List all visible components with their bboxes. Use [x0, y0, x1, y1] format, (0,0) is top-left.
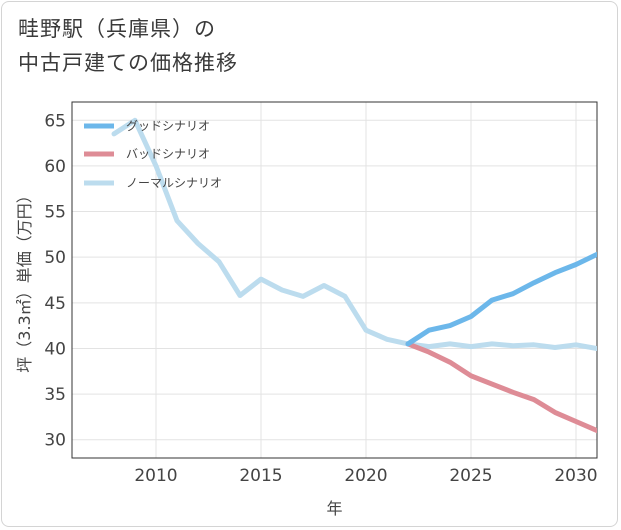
- y-tick-label: 60: [44, 157, 66, 177]
- x-tick-label: 2020: [344, 466, 387, 486]
- y-tick-label: 55: [44, 203, 66, 223]
- y-tick-label: 45: [44, 294, 66, 314]
- legend-label-normal: ノーマルシナリオ: [126, 176, 222, 190]
- x-axis-title: 年: [326, 499, 342, 518]
- y-tick-label: 50: [44, 248, 66, 268]
- y-tick-label: 40: [44, 339, 66, 359]
- legend-label-good: グッドシナリオ: [126, 119, 210, 133]
- series-line-normal: [111, 117, 597, 351]
- series-line-bad: [405, 341, 597, 434]
- chart-title-line-1: 畦野駅（兵庫県）の: [18, 17, 216, 41]
- y-tick-label: 65: [44, 111, 66, 131]
- plot-frame: [71, 101, 598, 459]
- series-line-good: [405, 251, 597, 347]
- x-tick-label: 2010: [134, 466, 177, 486]
- y-tick-label: 35: [44, 385, 66, 405]
- chart-title: 畦野駅（兵庫県）の 中古戸建ての価格推移: [18, 12, 578, 80]
- x-tick-label: 2030: [554, 466, 597, 486]
- y-tick-label: 30: [44, 431, 66, 451]
- x-tick-label: 2025: [449, 466, 492, 486]
- x-tick-label: 2015: [239, 466, 282, 486]
- y-axis-title: 坪（3.3㎡）単価（万円）: [15, 187, 34, 372]
- chart-title-line-2: 中古戸建ての価格推移: [18, 51, 238, 75]
- legend-label-bad: バッドシナリオ: [126, 147, 210, 161]
